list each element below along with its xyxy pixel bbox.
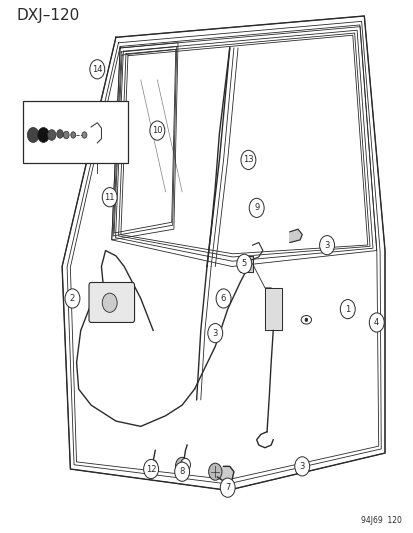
Circle shape [149, 460, 157, 470]
Circle shape [249, 198, 263, 217]
Text: 6: 6 [221, 294, 225, 303]
Circle shape [47, 130, 56, 140]
Text: 94J69  120: 94J69 120 [360, 516, 401, 525]
Circle shape [174, 462, 189, 481]
Text: 3: 3 [324, 241, 329, 249]
Circle shape [150, 121, 164, 140]
Text: 1: 1 [344, 305, 349, 313]
Text: 13: 13 [242, 156, 253, 164]
Circle shape [71, 132, 76, 138]
Circle shape [240, 150, 255, 169]
Circle shape [102, 293, 117, 312]
Polygon shape [240, 256, 252, 272]
Text: 7: 7 [225, 483, 230, 492]
Circle shape [180, 458, 190, 471]
Circle shape [38, 127, 49, 142]
Circle shape [368, 313, 383, 332]
Polygon shape [217, 466, 233, 482]
Polygon shape [289, 229, 301, 243]
Circle shape [27, 127, 39, 142]
Text: 3: 3 [212, 329, 217, 337]
Text: 8: 8 [179, 467, 184, 476]
Circle shape [339, 300, 354, 319]
Circle shape [208, 463, 221, 480]
Circle shape [207, 324, 222, 343]
Circle shape [294, 457, 309, 476]
Circle shape [220, 478, 235, 497]
FancyBboxPatch shape [23, 101, 128, 163]
Text: 3: 3 [299, 462, 304, 471]
Circle shape [57, 130, 63, 138]
Circle shape [90, 60, 104, 79]
Circle shape [143, 459, 158, 479]
Text: 11: 11 [104, 193, 115, 201]
Polygon shape [264, 288, 281, 330]
Circle shape [102, 188, 117, 207]
Circle shape [319, 236, 334, 255]
Circle shape [82, 132, 87, 138]
Circle shape [216, 289, 230, 308]
Circle shape [63, 131, 69, 139]
Text: 12: 12 [145, 465, 156, 473]
Text: 10: 10 [152, 126, 162, 135]
Circle shape [304, 318, 307, 322]
Circle shape [175, 457, 188, 474]
Text: DXJ–120: DXJ–120 [17, 8, 80, 23]
Circle shape [236, 254, 251, 273]
Text: 5: 5 [241, 260, 246, 268]
Ellipse shape [300, 316, 311, 324]
Text: 4: 4 [373, 318, 378, 327]
Circle shape [65, 289, 80, 308]
Text: 14: 14 [92, 65, 102, 74]
Text: 9: 9 [254, 204, 259, 212]
FancyBboxPatch shape [89, 282, 134, 322]
Text: 2: 2 [70, 294, 75, 303]
